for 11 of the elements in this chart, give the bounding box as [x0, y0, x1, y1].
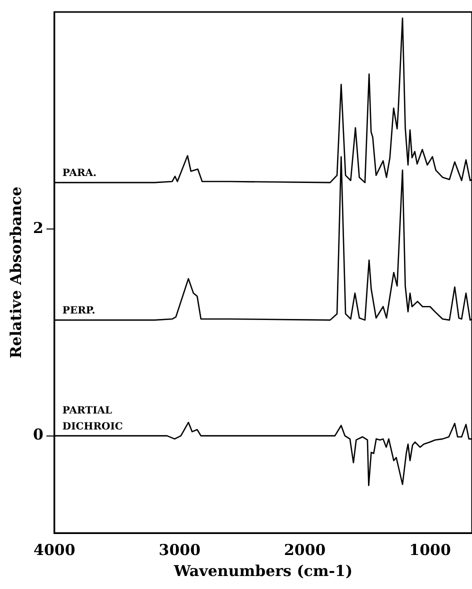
x-tick-label: 3000: [158, 540, 201, 559]
x-tick-label: 2000: [284, 540, 326, 559]
series-label: PARA.: [62, 168, 97, 180]
x-tick-label: 4000: [34, 540, 76, 559]
series-label: PERP.: [62, 306, 96, 317]
y-tick-label: 2: [33, 218, 44, 237]
y-tick-label: 0: [33, 426, 44, 444]
y-axis-title: Relative Absorbance: [6, 186, 25, 358]
x-tick-label: 1000: [409, 540, 451, 559]
series-label: PARTIAL DICHROIC: [62, 405, 123, 432]
x-axis-title: Wavenumbers (cm-1): [172, 562, 353, 580]
